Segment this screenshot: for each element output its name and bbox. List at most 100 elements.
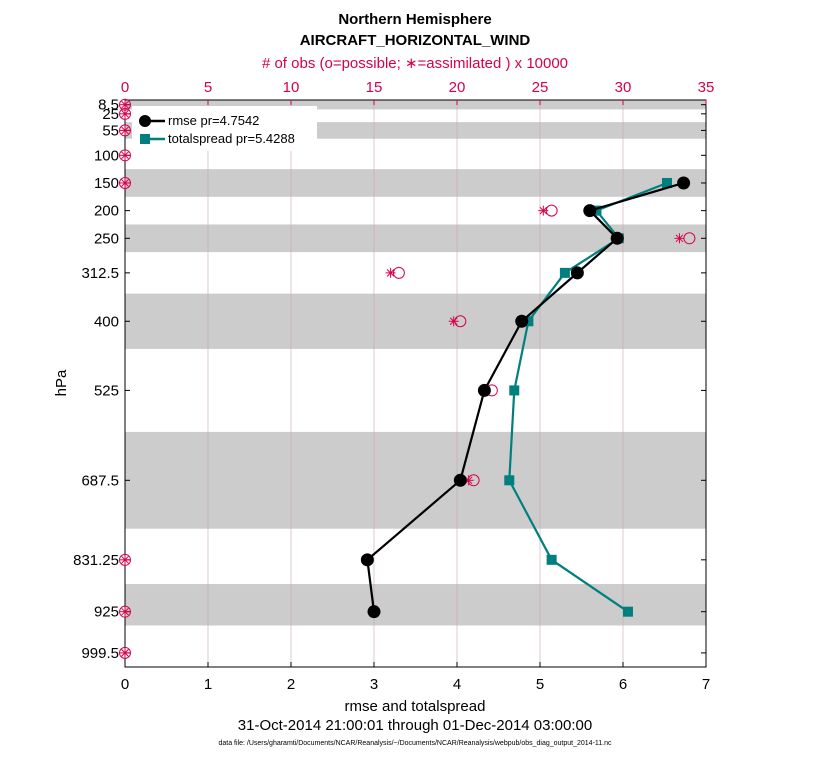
plot-frame xyxy=(124,99,707,668)
x-tick-label: 3 xyxy=(370,676,378,693)
asterisk-stroke xyxy=(121,100,129,109)
totalspread-point xyxy=(546,554,557,565)
top-tick-label: 5 xyxy=(204,79,212,96)
y-tick-label: 999.5 xyxy=(81,645,119,662)
chart-title: Northern Hemisphere xyxy=(338,11,491,28)
y-axis-label: hPa xyxy=(53,369,70,396)
x-tick-label: 5 xyxy=(536,676,544,693)
date-range: 31-Oct-2014 21:00:01 through 01-Dec-2014… xyxy=(238,717,592,734)
y-tick-label: 400 xyxy=(94,313,119,330)
asterisk-stroke xyxy=(386,269,395,277)
rmse-point xyxy=(570,266,584,280)
rmse-point xyxy=(677,176,691,190)
y-tick-label: 925 xyxy=(94,604,119,621)
legend-rmse-marker xyxy=(139,115,151,127)
y-tick-label: 687.5 xyxy=(81,472,119,489)
y-tick-label: 25 xyxy=(102,106,119,123)
top-tick-label: 20 xyxy=(449,79,466,96)
asterisk-stroke xyxy=(539,206,548,215)
rmse-point xyxy=(360,553,374,567)
x-tick-label: 7 xyxy=(702,676,710,693)
top-tick-label: 30 xyxy=(615,79,632,96)
axes: 0 1 2 3 4 5 6 70 5 10 15 20 25 30 358.5255510015020025… xyxy=(73,79,714,693)
legend-rmse-label: rmse pr=4.7542 xyxy=(168,113,259,128)
obs-possible-marker xyxy=(119,124,131,137)
legend-spread-marker xyxy=(140,134,150,144)
data-series xyxy=(360,176,691,619)
totalspread-point xyxy=(509,385,520,396)
obs-assimilated-marker xyxy=(538,205,549,216)
obs-possible-marker xyxy=(119,553,131,566)
obs-assimilated-marker xyxy=(120,99,130,110)
rmse-point xyxy=(453,473,467,487)
top-tick-label: 15 xyxy=(366,79,383,96)
obs-assimilated-marker xyxy=(674,233,685,244)
y-tick-label: 8.5 xyxy=(98,97,119,114)
y-tick-label: 831.25 xyxy=(73,552,119,569)
obs-assimilated-marker xyxy=(120,554,130,565)
obs-assimilated-marker xyxy=(448,316,459,327)
legend-spread-label: totalspread pr=5.4288 xyxy=(168,131,295,146)
data-file-footnote: data file: /Users/gharamti/Documents/NCA… xyxy=(218,740,612,747)
y-tick-label: 100 xyxy=(94,147,119,164)
totalspread-point xyxy=(559,267,570,278)
asterisk-stroke xyxy=(675,234,684,243)
obs-assimilated-marker xyxy=(120,150,130,161)
y-tick-label: 312.5 xyxy=(81,265,119,282)
shaded-band xyxy=(125,293,706,349)
totalspread-point xyxy=(523,316,534,327)
asterisk-stroke xyxy=(449,317,458,326)
rmse-point xyxy=(610,231,624,245)
obs-assimilated-marker xyxy=(120,125,130,136)
top-tick-label: 25 xyxy=(532,79,549,96)
chart-subtitle: AIRCRAFT_HORIZONTAL_WIND xyxy=(300,32,531,49)
shaded-band xyxy=(125,100,706,110)
obs-assimilated-marker xyxy=(385,267,396,278)
obs-assimilated-marker xyxy=(120,647,130,658)
x-tick-label: 6 xyxy=(619,676,627,693)
y-tick-label: 200 xyxy=(94,203,119,220)
totalspread-point xyxy=(661,177,672,188)
x-tick-label: 1 xyxy=(204,676,212,693)
legend: rmse pr=4.7542 totalspread pr=5.4288 xyxy=(132,106,317,151)
obs-assimilated-marker xyxy=(120,108,130,119)
y-tick-label: 150 xyxy=(94,175,119,192)
asterisk-stroke xyxy=(121,555,129,564)
shaded-band xyxy=(125,169,706,197)
vertical-gridlines xyxy=(207,100,624,667)
obs-assimilated-marker xyxy=(120,606,130,617)
shaded-band xyxy=(125,584,706,626)
asterisk-stroke xyxy=(121,109,129,118)
totalspread-point xyxy=(504,475,515,486)
top-tick-label: 10 xyxy=(283,79,300,96)
rmse-point xyxy=(367,605,381,619)
asterisk-stroke xyxy=(121,607,129,616)
top-tick-label: 0 xyxy=(121,79,129,96)
obs-assimilated-marker xyxy=(120,177,130,188)
y-tick-label: 55 xyxy=(102,122,119,139)
totalspread-point xyxy=(591,205,602,216)
x-tick-label: 4 xyxy=(453,676,461,693)
top-tick-label: 35 xyxy=(698,79,715,96)
shaded-band xyxy=(125,431,706,529)
obs-possible-marker xyxy=(119,176,131,189)
asterisk-stroke xyxy=(121,126,129,135)
obs-possible-marker xyxy=(119,149,131,162)
obs-possible-marker xyxy=(119,646,131,659)
asterisk-stroke xyxy=(121,649,129,657)
y-tick-label: 525 xyxy=(94,382,119,399)
x-tick-label: 0 xyxy=(121,676,129,693)
obs-possible-marker xyxy=(119,605,131,618)
x-axis-label: rmse and totalspread xyxy=(345,698,486,715)
rmse-point xyxy=(583,204,597,218)
y-tick-label: 250 xyxy=(94,230,119,247)
observation-counts xyxy=(119,98,696,659)
x-tick-label: 2 xyxy=(287,676,295,693)
rmse-point xyxy=(477,383,491,397)
legend-box xyxy=(132,106,317,151)
shaded-bands xyxy=(125,100,706,626)
asterisk-stroke xyxy=(121,151,129,160)
asterisk-stroke xyxy=(121,179,129,187)
top-axis-label: # of obs (o=possible; ∗=assimilated ) x … xyxy=(262,55,568,72)
